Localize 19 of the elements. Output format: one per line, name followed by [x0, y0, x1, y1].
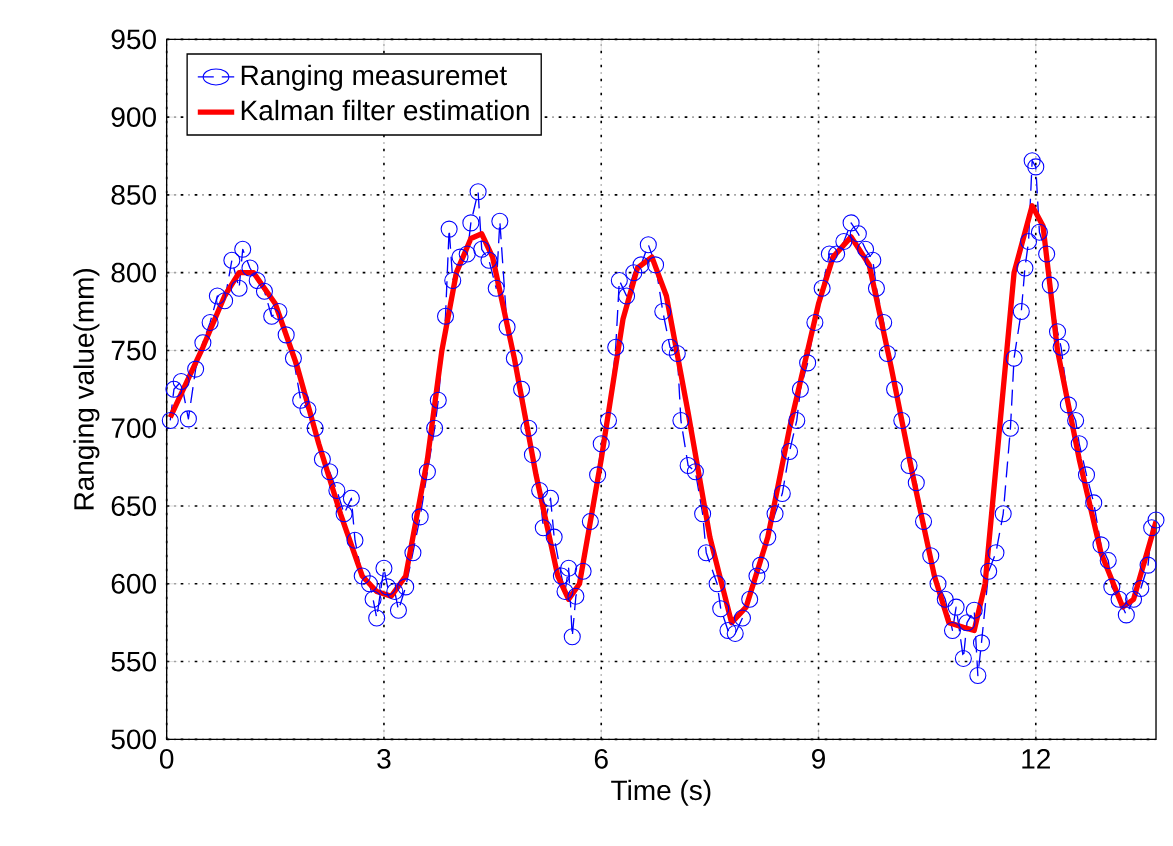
y-tick-label: 650: [111, 496, 156, 516]
y-tick-label: 800: [111, 262, 156, 283]
x-tick-label: 6: [594, 748, 608, 769]
y-tick-label: 550: [111, 651, 156, 672]
legend-label: Ranging measuremet: [241, 64, 507, 91]
y-tick-label: 850: [111, 184, 156, 205]
y-tick-label: 950: [111, 29, 156, 50]
legend-label: Kalman filter estimation: [241, 99, 529, 121]
y-tick-label: 500: [111, 729, 156, 750]
x-tick-label: 12: [1022, 748, 1050, 769]
y-axis-title: Ranging value(mm): [73, 268, 100, 510]
x-axis-title: Time (s): [611, 779, 711, 806]
y-tick-label: 900: [111, 107, 156, 128]
y-tick-label: 600: [111, 573, 156, 594]
y-tick-label: 700: [111, 418, 156, 439]
x-tick-label: 9: [812, 748, 825, 769]
x-tick-label: 3: [377, 748, 391, 769]
x-tick-label: 0: [159, 748, 174, 769]
y-tick-label: 750: [111, 340, 156, 361]
